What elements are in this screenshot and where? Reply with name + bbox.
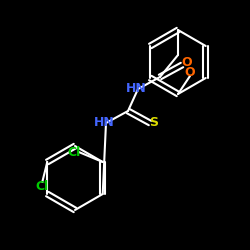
- Text: Cl: Cl: [67, 146, 80, 158]
- Text: O: O: [182, 56, 192, 70]
- Text: S: S: [150, 116, 158, 130]
- Text: O: O: [185, 66, 195, 80]
- Text: Cl: Cl: [36, 180, 49, 194]
- Text: HN: HN: [126, 82, 146, 96]
- Text: HN: HN: [94, 116, 114, 130]
